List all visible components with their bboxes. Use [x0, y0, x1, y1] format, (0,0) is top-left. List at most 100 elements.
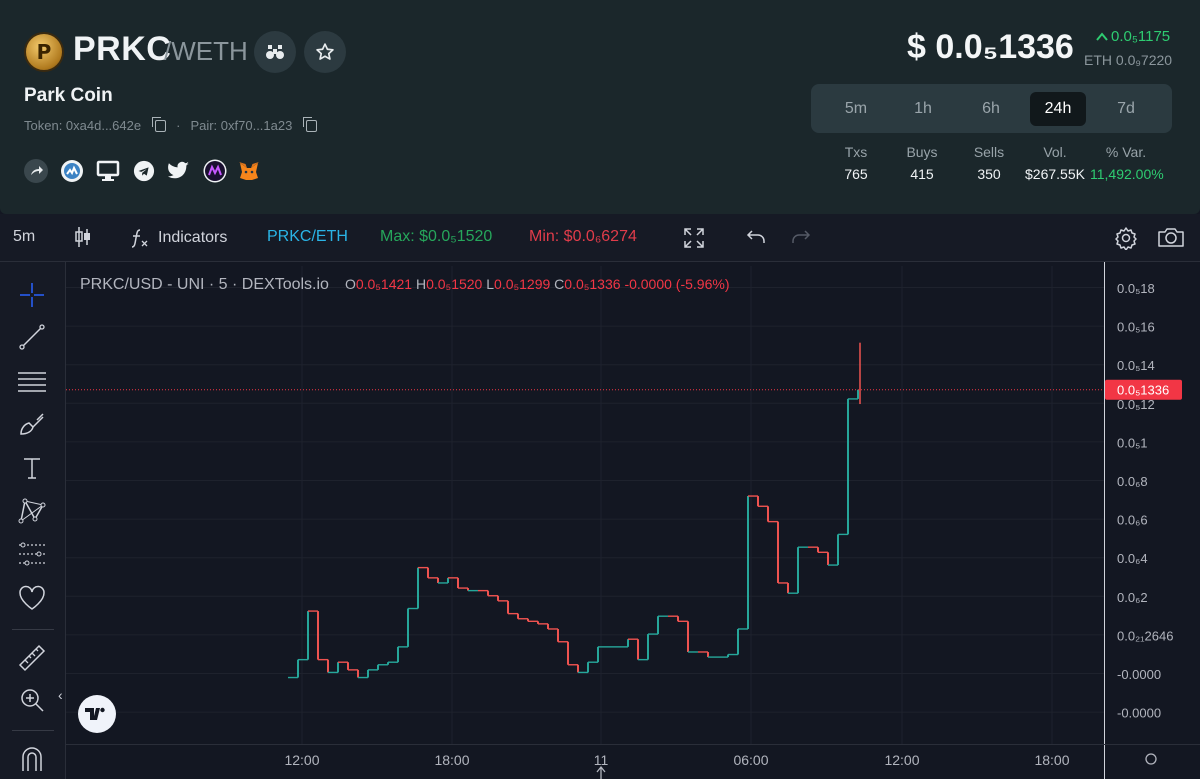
- y-tick-label: 0.0₅16: [1117, 320, 1155, 335]
- park-coin-logo: P: [24, 32, 64, 72]
- chart-toolbar: 5m Indicators PRKC/ETH Max: $0.0₅1520 Mi…: [0, 214, 1200, 262]
- measure-tool[interactable]: [16, 642, 48, 674]
- timeframe-7d[interactable]: 7d: [1117, 100, 1135, 117]
- y-tick-label: 0.0₂₁2646: [1117, 628, 1173, 643]
- screenshot-button[interactable]: [1157, 226, 1185, 248]
- copy-token-icon[interactable]: [152, 116, 167, 132]
- horizontal-lines-tool[interactable]: [16, 365, 48, 397]
- y-tick-label: 0.0₆4: [1117, 551, 1148, 566]
- pair-quote-symbol: WETH: [171, 36, 248, 66]
- forecast-icon: [19, 542, 45, 566]
- pair-switch[interactable]: PRKC/ETH: [267, 228, 348, 245]
- text-icon: [24, 458, 40, 479]
- undo-button[interactable]: [746, 229, 766, 245]
- stat-variation: % Var. 11,492.00%: [1090, 144, 1164, 182]
- legend-close-label: C: [554, 276, 565, 292]
- avalanche-icon[interactable]: [203, 159, 227, 183]
- legend-high-label: H: [415, 276, 427, 292]
- indicators-button[interactable]: Indicators: [130, 227, 227, 249]
- timeframe-24h[interactable]: 24h: [1030, 92, 1086, 126]
- price-chart[interactable]: 0.0₅18 0.0₅16 0.0₅14 0.0₅12 0.0₅1 0.0₆8 0.0₆6 0…: [66, 262, 1200, 779]
- star-icon: [316, 43, 334, 60]
- candles-icon: [75, 227, 90, 247]
- x-tick-label: 12:00: [884, 752, 919, 768]
- y-tick-label: 0.0₆2: [1117, 590, 1148, 605]
- pair-address: Pair: 0xf70...1a23: [190, 118, 293, 133]
- x-tick-label: 18:00: [1034, 752, 1069, 768]
- stat-buys-label: Buys: [906, 144, 938, 160]
- stat-volume: Vol. $267.55K: [1020, 144, 1090, 182]
- token-address: Token: 0xa4d...642e: [24, 118, 142, 133]
- collapse-toolbar-chevron-icon[interactable]: ‹: [58, 687, 63, 703]
- website-icon[interactable]: [96, 159, 120, 183]
- twitter-icon[interactable]: [167, 159, 191, 183]
- legend-open-label: O: [344, 276, 356, 292]
- timeframe-5m[interactable]: 5m: [844, 100, 868, 117]
- crosshair-tool[interactable]: [16, 279, 48, 311]
- share-icon[interactable]: [24, 159, 48, 183]
- x-tick-label: 06:00: [733, 752, 768, 768]
- interval-button[interactable]: 5m: [13, 228, 36, 245]
- telegram-icon[interactable]: [132, 159, 156, 183]
- tool-separator: [12, 730, 54, 731]
- y-tick-label: 0.0₅14: [1117, 358, 1155, 373]
- text-tool[interactable]: [16, 452, 48, 484]
- redo-button[interactable]: [791, 229, 811, 245]
- copy-pair-icon[interactable]: [303, 116, 318, 132]
- coin-name: Park Coin: [24, 85, 113, 106]
- fullscreen-icon: [684, 228, 704, 248]
- coinmarketcap-icon[interactable]: [60, 159, 84, 183]
- x-tick-label: 12:00: [284, 752, 319, 768]
- y-tick-label: 0.0₆6: [1117, 513, 1148, 528]
- prediction-tool[interactable]: [16, 538, 48, 570]
- trend-line-tool[interactable]: [16, 321, 48, 353]
- zoom-in-icon: [21, 689, 44, 712]
- tool-separator: [12, 629, 54, 630]
- tradingview-logo[interactable]: [78, 695, 116, 733]
- stat-txs-value: 765: [844, 166, 868, 182]
- last-price-label: 0.0₅1336: [1117, 383, 1169, 398]
- brush-icon: [20, 413, 44, 435]
- x-tick-label: 18:00: [434, 752, 469, 768]
- logo-letter: P: [36, 40, 52, 64]
- magnet-tool[interactable]: [16, 742, 48, 774]
- settings-button[interactable]: [1114, 226, 1138, 250]
- chart-legend: PRKC/USD - UNI · 5 · DEXTools.io O0.0₅14…: [80, 276, 730, 294]
- chart-axes: 0.0₅18 0.0₅16 0.0₅14 0.0₅12 0.0₅1 0.0₆8 0.0₆6 0…: [66, 262, 1200, 779]
- binoculars-icon: [266, 45, 284, 59]
- last-price-tag: [1105, 379, 1182, 400]
- binoculars-button[interactable]: [254, 31, 296, 73]
- max-price: Max: $0.0₅1520: [380, 228, 493, 245]
- legend-low-value: 0.0₅1299: [494, 276, 551, 292]
- drawing-toolbar: ‹: [0, 262, 66, 779]
- zoom-tool[interactable]: [16, 684, 48, 716]
- trend-line-icon: [19, 324, 45, 350]
- favorites-tool[interactable]: [16, 582, 48, 614]
- crosshair-icon: [20, 283, 44, 307]
- fullscreen-button[interactable]: [683, 227, 705, 249]
- gear-icon: [1115, 227, 1137, 250]
- camera-icon: [1158, 228, 1184, 247]
- legend-close-value: 0.0₅1336: [564, 276, 621, 292]
- brush-tool[interactable]: [16, 408, 48, 440]
- pattern-tool[interactable]: [16, 495, 48, 527]
- indicators-label: Indicators: [158, 229, 228, 246]
- tradingview-icon: [85, 707, 108, 720]
- legend-open-value: 0.0₅1421: [355, 276, 413, 292]
- timeframe-6h[interactable]: 6h: [982, 100, 1000, 117]
- timeframe-1h[interactable]: 1h: [914, 100, 932, 117]
- y-tick-label: 0.0₅18: [1117, 281, 1155, 296]
- y-tick-label: -0.0000: [1117, 706, 1161, 721]
- stat-txs: Txs 765: [836, 144, 876, 182]
- price-change: 0.0₅1175: [1096, 28, 1170, 45]
- metamask-icon[interactable]: [237, 159, 261, 183]
- time-marker-icon: [596, 765, 606, 779]
- y-tick-label: 0.0₆8: [1117, 474, 1148, 489]
- candles: [288, 342, 861, 679]
- favorite-button[interactable]: [304, 31, 346, 73]
- ruler-icon: [18, 644, 46, 672]
- y-tick-label: -0.0000: [1117, 667, 1161, 682]
- candle-type-button[interactable]: [74, 226, 92, 248]
- y-tick-label: 0.0₅1: [1117, 435, 1148, 450]
